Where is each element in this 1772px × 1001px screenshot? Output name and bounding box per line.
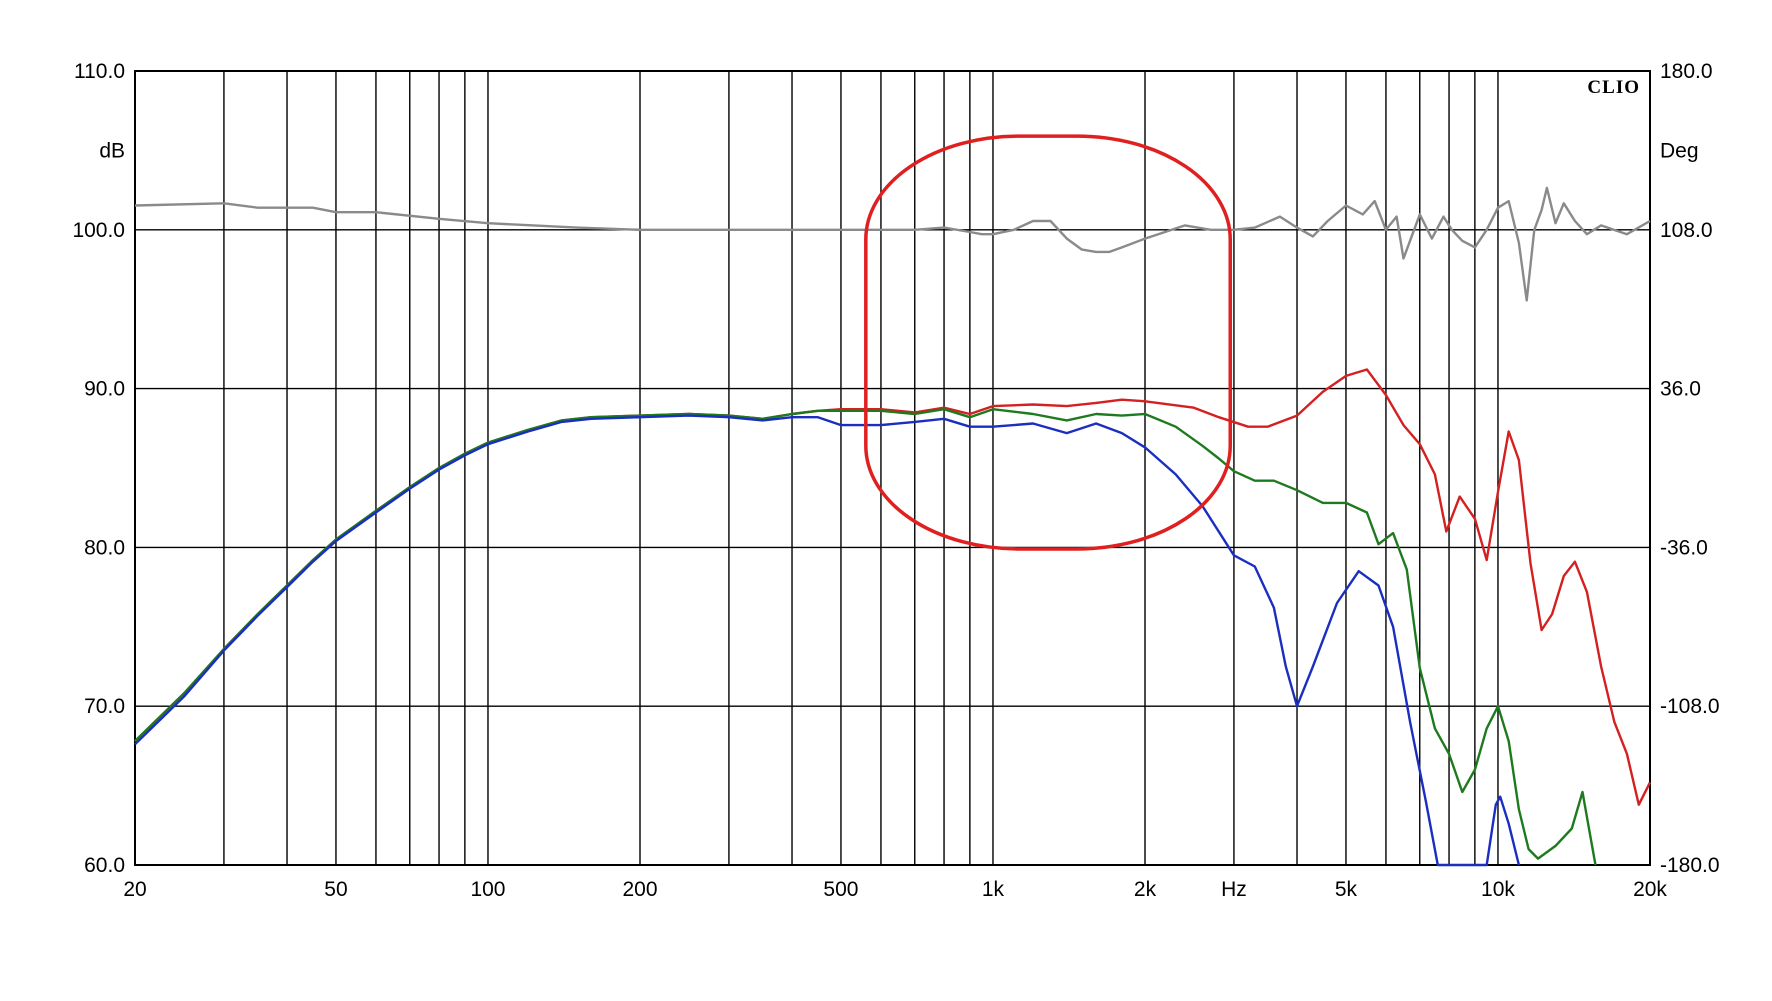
- curve-4: [135, 188, 1650, 301]
- y2-tick-label: -108.0: [1660, 695, 1720, 718]
- y-tick-label: 70.0: [84, 695, 125, 718]
- curve-1: [135, 370, 1650, 805]
- curves: [135, 188, 1650, 865]
- clio-brand-label: CLIO: [1587, 77, 1640, 98]
- y2-tick-label: -36.0: [1660, 536, 1708, 559]
- x-tick-label: 2k: [1134, 878, 1157, 901]
- y-tick-label: 110.0: [74, 60, 125, 83]
- y2-tick-label: 180.0: [1660, 60, 1713, 83]
- y-tick-label: 80.0: [84, 536, 125, 559]
- right-axis-unit: Deg: [1660, 139, 1699, 162]
- x-tick-label: 20k: [1633, 878, 1667, 901]
- curve-3: [135, 416, 1519, 865]
- highlight-annotation: [866, 136, 1230, 549]
- curve-2: [135, 409, 1596, 865]
- x-tick-label: 100: [470, 878, 505, 901]
- left-axis-unit: dB: [99, 139, 125, 162]
- y-tick-label: 100.0: [72, 219, 125, 242]
- grid: [135, 71, 1650, 865]
- x-tick-label: 500: [823, 878, 858, 901]
- y2-tick-label: 36.0: [1660, 378, 1701, 401]
- x-tick-label: Hz: [1221, 878, 1247, 901]
- y2-tick-label: -180.0: [1660, 854, 1720, 877]
- x-tick-label: 5k: [1335, 878, 1358, 901]
- annotations: [866, 136, 1230, 549]
- x-tick-label: 200: [622, 878, 657, 901]
- x-tick-label: 50: [324, 878, 347, 901]
- y2-tick-label: 108.0: [1660, 219, 1713, 242]
- x-tick-label: 20: [123, 878, 146, 901]
- plot-border: [135, 71, 1650, 865]
- y-tick-label: 60.0: [84, 854, 125, 877]
- y-tick-label: 90.0: [84, 378, 125, 401]
- x-tick-label: 1k: [982, 878, 1005, 901]
- x-tick-label: 10k: [1481, 878, 1515, 901]
